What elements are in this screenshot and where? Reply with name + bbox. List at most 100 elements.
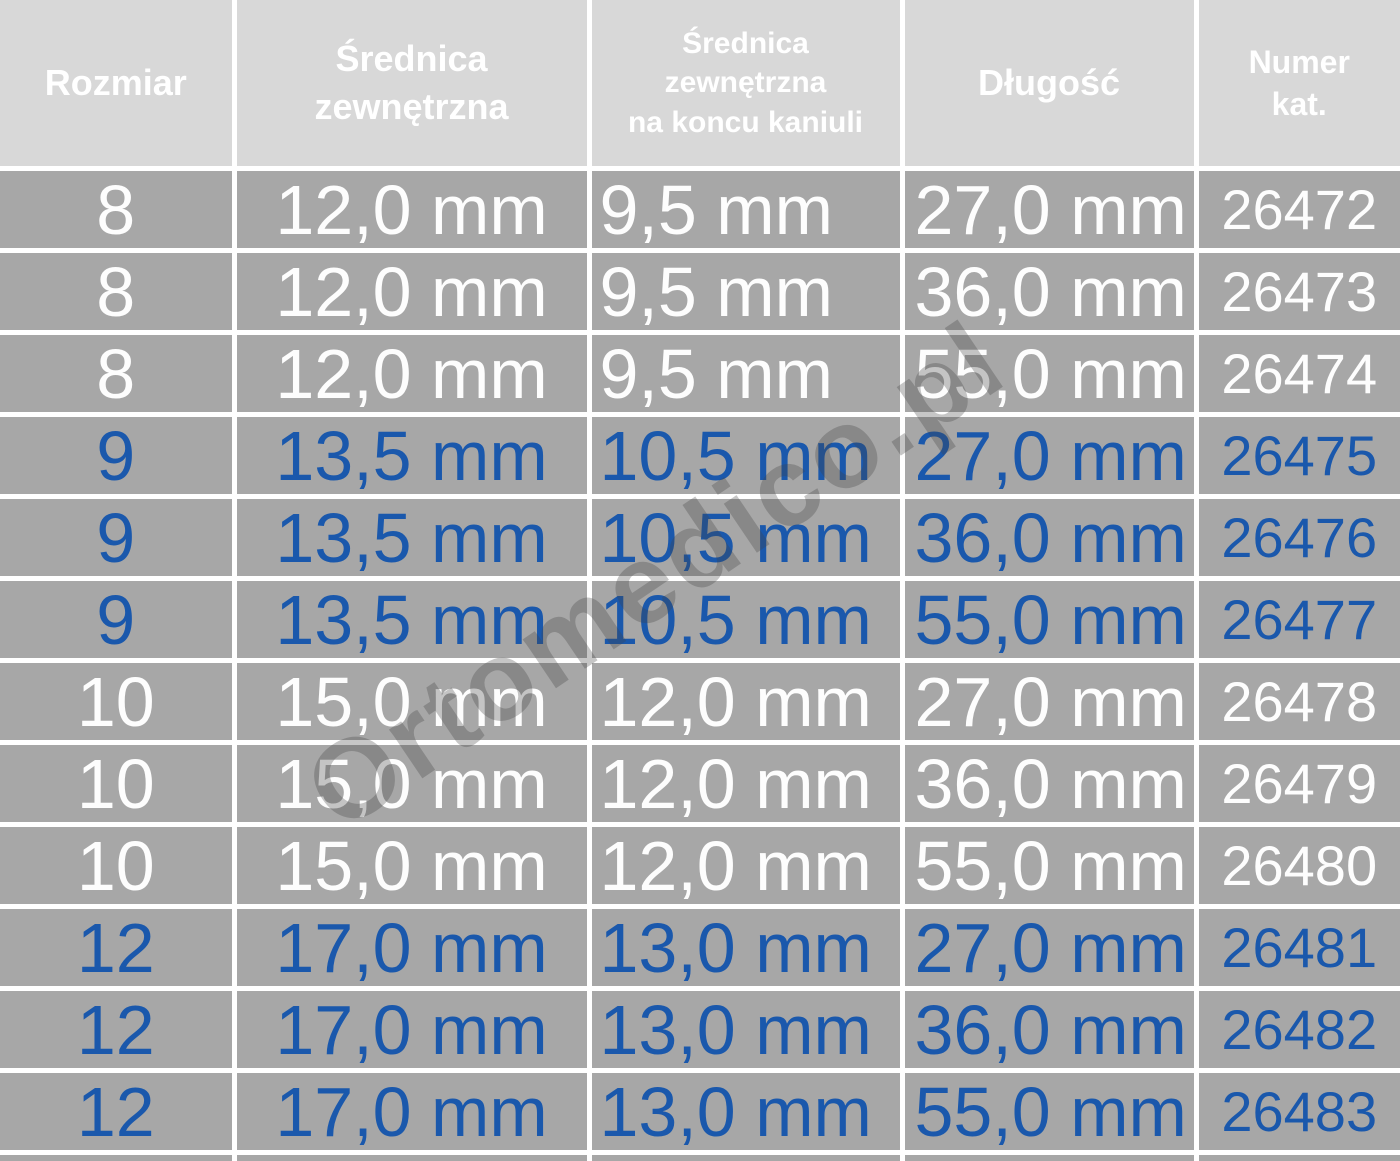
table-cell-srednica_koncu: 12,0 mm: [591, 663, 900, 740]
table-cell-dlugosc: 55,0 mm: [904, 827, 1194, 904]
table-cell-numer: 26479: [1198, 745, 1400, 822]
table-cell-rozmiar: 8: [0, 335, 232, 412]
cell-value: 10,5 mm: [599, 581, 872, 658]
table-cell-dlugosc: 55,0 mm: [904, 335, 1194, 412]
cell-value: 26475: [1221, 423, 1378, 487]
cell-value: 8: [96, 171, 136, 248]
cell-value: 27,0 mm: [914, 663, 1187, 740]
table-cell-rozmiar: 8: [0, 171, 232, 248]
cell-value: 12,0 mm: [599, 745, 872, 822]
table-cell-srednica: 15,0 mm: [236, 745, 587, 822]
cell-value: 26481: [1221, 915, 1378, 979]
header-cell-numer-kat: Numer kat.: [1198, 0, 1400, 166]
table-cell-numer: 26476: [1198, 499, 1400, 576]
cell-value: 9,5 mm: [599, 171, 833, 248]
cell-value: 12,0 mm: [599, 663, 872, 740]
cell-value: 9,5 mm: [599, 335, 833, 412]
table-cell-dlugosc: 27,0 mm: [904, 663, 1194, 740]
table-row-cutoff: [591, 1155, 900, 1161]
table-cell-numer: 26482: [1198, 991, 1400, 1068]
table-cell-rozmiar: 12: [0, 1073, 232, 1150]
table-cell-rozmiar: 12: [0, 909, 232, 986]
cell-value: 8: [96, 335, 136, 412]
table-cell-srednica_koncu: 10,5 mm: [591, 417, 900, 494]
cell-value: 12: [76, 991, 155, 1068]
cell-value: 36,0 mm: [914, 745, 1187, 822]
table-cell-dlugosc: 36,0 mm: [904, 991, 1194, 1068]
table-cell-rozmiar: 10: [0, 827, 232, 904]
cell-value: 36,0 mm: [914, 499, 1187, 576]
table-row-cutoff: [904, 1155, 1194, 1161]
cell-value: 26482: [1221, 997, 1378, 1061]
cell-value: 8: [96, 253, 136, 330]
cell-value: 9: [96, 581, 136, 658]
cell-value: 13,0 mm: [599, 1073, 872, 1150]
cell-value: 26483: [1221, 1079, 1378, 1143]
cell-value: 9: [96, 417, 136, 494]
table-cell-dlugosc: 27,0 mm: [904, 171, 1194, 248]
table-row-cutoff: [0, 1155, 232, 1161]
cell-value: 12,0 mm: [275, 253, 548, 330]
cell-value: 27,0 mm: [914, 417, 1187, 494]
cell-value: 15,0 mm: [275, 663, 548, 740]
cell-value: 9: [96, 499, 136, 576]
table-cell-srednica_koncu: 13,0 mm: [591, 1073, 900, 1150]
cell-value: 12: [76, 909, 155, 986]
cell-value: 12: [76, 1073, 155, 1150]
cell-value: 9,5 mm: [599, 253, 833, 330]
table-cell-srednica_koncu: 10,5 mm: [591, 581, 900, 658]
table-row-cutoff: [1198, 1155, 1400, 1161]
cell-value: 10,5 mm: [599, 417, 872, 494]
header-cell-srednica-koncu: Średnica zewnętrzna na koncu kaniuli: [591, 0, 900, 166]
cell-value: 10: [76, 827, 155, 904]
cell-value: 55,0 mm: [914, 581, 1187, 658]
table-cell-srednica: 12,0 mm: [236, 335, 587, 412]
table-cell-numer: 26473: [1198, 253, 1400, 330]
cell-value: 55,0 mm: [914, 827, 1187, 904]
header-cell-dlugosc: Długość: [904, 0, 1194, 166]
cell-value: 13,5 mm: [275, 417, 548, 494]
table-cell-srednica_koncu: 13,0 mm: [591, 909, 900, 986]
cell-value: 17,0 mm: [275, 1073, 548, 1150]
cell-value: 55,0 mm: [914, 1073, 1187, 1150]
cell-value: 26473: [1221, 259, 1378, 323]
table-cell-srednica_koncu: 9,5 mm: [591, 171, 900, 248]
cell-value: 36,0 mm: [914, 991, 1187, 1068]
cell-value: 10,5 mm: [599, 499, 872, 576]
table-cell-srednica_koncu: 9,5 mm: [591, 335, 900, 412]
table-cell-numer: 26480: [1198, 827, 1400, 904]
cell-value: 15,0 mm: [275, 745, 548, 822]
table-cell-srednica: 15,0 mm: [236, 827, 587, 904]
cell-value: 13,5 mm: [275, 499, 548, 576]
table-cell-srednica: 17,0 mm: [236, 909, 587, 986]
table-cell-srednica_koncu: 10,5 mm: [591, 499, 900, 576]
table-cell-numer: 26477: [1198, 581, 1400, 658]
table-cell-rozmiar: 10: [0, 745, 232, 822]
table-cell-srednica: 13,5 mm: [236, 499, 587, 576]
table-cell-rozmiar: 9: [0, 499, 232, 576]
cell-value: 17,0 mm: [275, 991, 548, 1068]
cell-value: 17,0 mm: [275, 909, 548, 986]
cell-value: 26476: [1221, 505, 1378, 569]
table-cell-dlugosc: 36,0 mm: [904, 745, 1194, 822]
table-cell-srednica_koncu: 13,0 mm: [591, 991, 900, 1068]
table-cell-rozmiar: 9: [0, 581, 232, 658]
cell-value: 26477: [1221, 587, 1378, 651]
table-cell-numer: 26483: [1198, 1073, 1400, 1150]
table-cell-dlugosc: 55,0 mm: [904, 1073, 1194, 1150]
cell-value: 10: [76, 745, 155, 822]
cell-value: 26480: [1221, 833, 1378, 897]
cell-value: 26478: [1221, 669, 1378, 733]
table-cell-dlugosc: 55,0 mm: [904, 581, 1194, 658]
cell-value: 26479: [1221, 751, 1378, 815]
table-cell-srednica: 17,0 mm: [236, 1073, 587, 1150]
table-row-cutoff: [236, 1155, 587, 1161]
table-cell-srednica: 15,0 mm: [236, 663, 587, 740]
table-cell-srednica: 17,0 mm: [236, 991, 587, 1068]
table-cell-numer: 26481: [1198, 909, 1400, 986]
cell-value: 13,5 mm: [275, 581, 548, 658]
table-cell-srednica_koncu: 9,5 mm: [591, 253, 900, 330]
cell-value: 27,0 mm: [914, 909, 1187, 986]
cell-value: 10: [76, 663, 155, 740]
